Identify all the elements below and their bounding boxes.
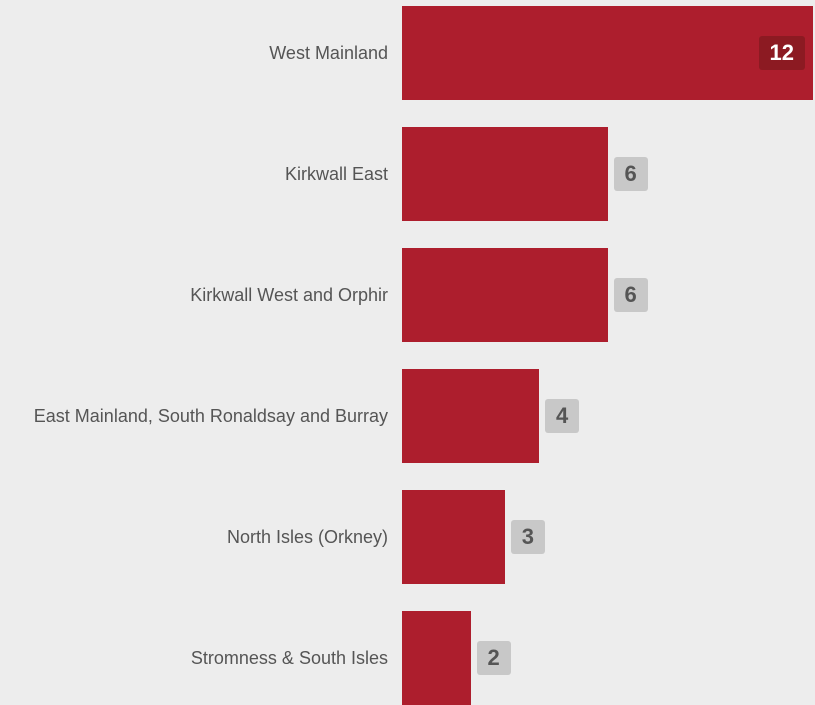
data-label: 12	[758, 36, 805, 70]
data-label: 3	[510, 520, 545, 554]
data-label: 2	[476, 641, 511, 675]
bar	[402, 490, 505, 584]
bar	[402, 127, 608, 221]
category-label: West Mainland	[269, 43, 388, 63]
bar	[402, 611, 471, 705]
category-label: Kirkwall West and Orphir	[190, 285, 388, 305]
bar	[402, 6, 813, 100]
bar	[402, 248, 608, 342]
category-label: Kirkwall East	[284, 164, 388, 184]
category-label: Stromness & South Isles	[190, 648, 388, 668]
data-label: 4	[545, 399, 580, 433]
data-label: 6	[613, 157, 648, 191]
category-label: East Mainland, South Ronaldsay and Burra…	[33, 406, 388, 426]
bar	[402, 369, 539, 463]
category-label: North Isles (Orkney)	[226, 527, 388, 547]
data-label: 6	[613, 278, 648, 312]
